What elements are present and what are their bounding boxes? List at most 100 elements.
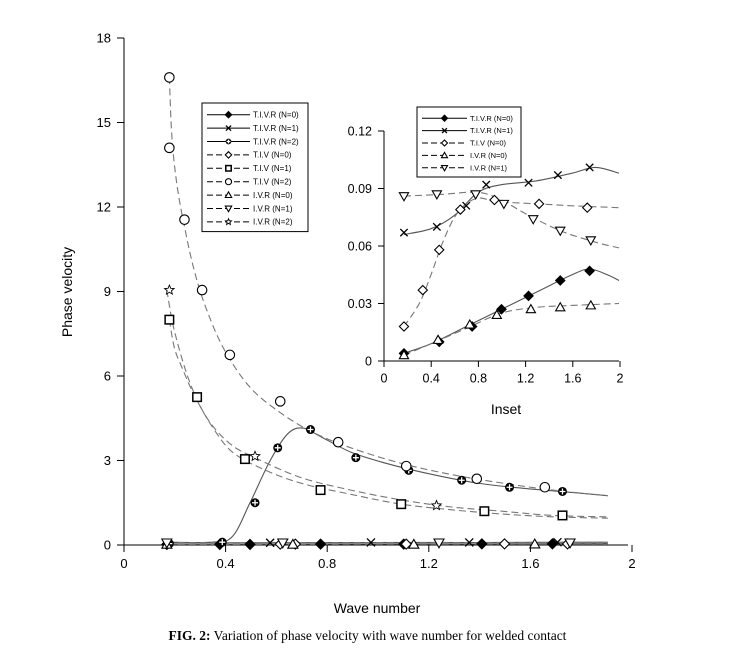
main-legend-label: T.I.V.R (N=2) — [253, 137, 299, 146]
inset-point-i-v-r-n-0 — [432, 334, 444, 344]
inset-x-axis-label: Inset — [491, 401, 521, 417]
inset-point-i-v-r-n-0 — [525, 303, 537, 314]
inset-point-t-i-v-r-n-0 — [584, 265, 596, 277]
main-legend-marker-t-i-v-r-n-1 — [225, 125, 232, 132]
inset-x-tick-label: 1.6 — [564, 372, 581, 386]
main-point-t-i-v-n-1 — [192, 392, 203, 403]
main-point-t-i-v-n-1 — [479, 506, 490, 517]
inset-curve-i-v-r-n-1 — [403, 191, 620, 249]
inset-point-i-v-r-n-1 — [498, 199, 510, 210]
main-point-t-i-v-n-2 — [196, 284, 208, 296]
main-point-t-i-v-n-0 — [498, 538, 511, 550]
caption-label: FIG. 2: — [168, 628, 211, 643]
main-point-i-v-r-n-1 — [276, 538, 289, 549]
main-x-tick-label: 0 — [120, 556, 127, 571]
inset-x-tick-label: 2 — [617, 372, 624, 386]
inset-y-tick-label: 0 — [365, 354, 372, 368]
main-point-t-i-v-r-n-2 — [273, 443, 283, 453]
inset-point-t-i-v-r-n-1 — [399, 228, 409, 237]
inset-legend-label: I.V.R (N=0) — [470, 151, 508, 160]
inset-y-tick-label: 0.12 — [348, 124, 372, 138]
inset-point-i-v-r-n-0 — [464, 318, 476, 329]
inset-point-t-i-v-r-n-1 — [482, 180, 491, 189]
main-point-t-i-v-n-1 — [557, 510, 568, 521]
main-point-t-i-v-n-2 — [179, 214, 190, 225]
inset-point-t-i-v-r-n-0 — [554, 275, 566, 286]
inset-curve-i-v-r-n-0 — [403, 302, 620, 356]
main-x-tick-label: 2 — [628, 556, 635, 571]
inset-point-i-v-r-n-1 — [585, 236, 597, 246]
inset-chart: 0 0.4 0.8 1.2 1.6 2 0 0.03 0.06 0.09 0.12 Inset T.… — [348, 106, 624, 417]
inset-point-i-v-r-n-0 — [491, 309, 503, 320]
inset-legend-marker-t-i-v-r-n-1 — [441, 127, 448, 134]
inset-point-t-i-v-r-n-1 — [553, 170, 563, 180]
main-point-t-i-v-n-2 — [400, 460, 412, 472]
inset-legend-label: T.I.V.R (N=1) — [470, 126, 513, 135]
main-point-t-i-v-r-n-2 — [250, 498, 260, 508]
main-point-t-i-v-n-2 — [224, 349, 236, 361]
main-legend-label: T.I.V (N=1) — [253, 164, 292, 173]
inset-legend-label: T.I.V (N=0) — [470, 139, 507, 148]
main-legend-label: I.V.R (N=2) — [253, 218, 293, 227]
inset-markers — [398, 163, 597, 360]
inset-point-t-i-v-r-n-0 — [523, 290, 534, 302]
main-legend-item: T.I.V.R (N=0) — [207, 111, 299, 120]
inset-legend-item: I.V.R (N=1) — [422, 163, 508, 172]
main-y-tick-label: 18 — [97, 31, 111, 46]
main-legend: T.I.V.R (N=0) T.I.V.R (N=1) T.I.V.R (N=2) T… — [201, 102, 309, 233]
inset-point-t-i-v-n-0 — [533, 198, 545, 210]
main-y-axis-label: Phase velocity — [59, 247, 75, 337]
main-legend-item: T.I.V (N=2) — [207, 178, 292, 187]
inset-legend-item: I.V.R (N=0) — [422, 151, 508, 160]
inset-point-t-i-v-n-0 — [398, 321, 410, 332]
main-point-t-i-v-r-n-1 — [366, 538, 376, 547]
inset-y-tick-label: 0.09 — [348, 182, 372, 196]
main-point-t-i-v-r-n-0 — [244, 538, 256, 551]
main-point-i-v-r-n-1 — [433, 538, 445, 549]
main-point-i-v-r-n-1 — [564, 538, 576, 549]
inset-x-tick-label: 0.4 — [423, 372, 440, 386]
main-chart: 0 0.4 0.8 1.2 1.6 2 0 3 6 9 12 15 18 Wave number Pha… — [59, 31, 636, 616]
main-legend-marker-i-v-r-n-2 — [224, 217, 233, 226]
main-point-t-i-v-n-2 — [332, 436, 344, 448]
main-legend-marker-i-v-r-n-1 — [224, 205, 233, 213]
main-point-t-i-v-n-1 — [396, 499, 407, 510]
main-point-t-i-v-r-n-2 — [505, 482, 515, 492]
inset-y-tick-label: 0.06 — [348, 239, 372, 253]
main-legend-label: I.V.R (N=1) — [253, 204, 293, 213]
inset-point-i-v-r-n-1 — [470, 190, 482, 200]
main-point-i-v-r-n-2 — [430, 499, 443, 511]
main-point-t-i-v-n-1 — [239, 454, 250, 465]
inset-point-i-v-r-n-0 — [398, 349, 410, 360]
inset-point-i-v-r-n-1 — [398, 192, 410, 202]
main-legend-marker-t-i-v-n-0 — [224, 150, 233, 159]
main-legend-label: T.I.V (N=0) — [253, 151, 292, 160]
main-legend-marker-t-i-v-n-1 — [225, 164, 232, 172]
main-x-tick-label: 0.8 — [318, 556, 336, 571]
inset-point-t-i-v-n-0 — [581, 202, 593, 214]
main-legend-item: T.I.V.R (N=2) — [207, 137, 299, 146]
main-x-axis-label: Wave number — [334, 600, 421, 616]
main-legend-marker-t-i-v-r-n-2 — [225, 138, 232, 145]
main-point-t-i-v-n-2 — [274, 396, 286, 407]
inset-legend: T.I.V.R (N=0) T.I.V.R (N=1) T.I.V (N=0) I.V… — [416, 106, 522, 178]
main-point-t-i-v-r-n-0 — [476, 538, 488, 550]
main-point-t-i-v-n-2 — [539, 481, 551, 493]
main-point-t-i-v-n-1 — [315, 485, 326, 496]
main-legend-label: T.I.V.R (N=0) — [253, 111, 299, 120]
main-point-t-i-v-n-2 — [164, 72, 175, 83]
main-legend-item: T.I.V (N=0) — [207, 151, 292, 160]
main-point-t-i-v-r-n-1 — [265, 538, 275, 548]
main-point-t-i-v-n-2 — [164, 142, 175, 154]
main-point-t-i-v-n-0 — [400, 538, 413, 550]
main-point-t-i-v-n-2 — [471, 473, 483, 485]
inset-point-t-i-v-r-n-1 — [524, 178, 533, 187]
main-legend-marker-i-v-r-n-0 — [224, 190, 233, 199]
inset-point-t-i-v-n-0 — [433, 244, 445, 256]
main-point-t-i-v-r-n-2 — [557, 486, 567, 496]
main-axes: 0 0.4 0.8 1.2 1.6 2 0 3 6 9 12 15 18 — [97, 31, 636, 571]
inset-point-t-i-v-r-n-1 — [585, 163, 594, 172]
main-legend-item: I.V.R (N=2) — [207, 217, 293, 227]
main-curve-i-v-r-n-2 — [166, 289, 608, 518]
inset-legend-marker-t-i-v-n-0 — [440, 139, 449, 147]
